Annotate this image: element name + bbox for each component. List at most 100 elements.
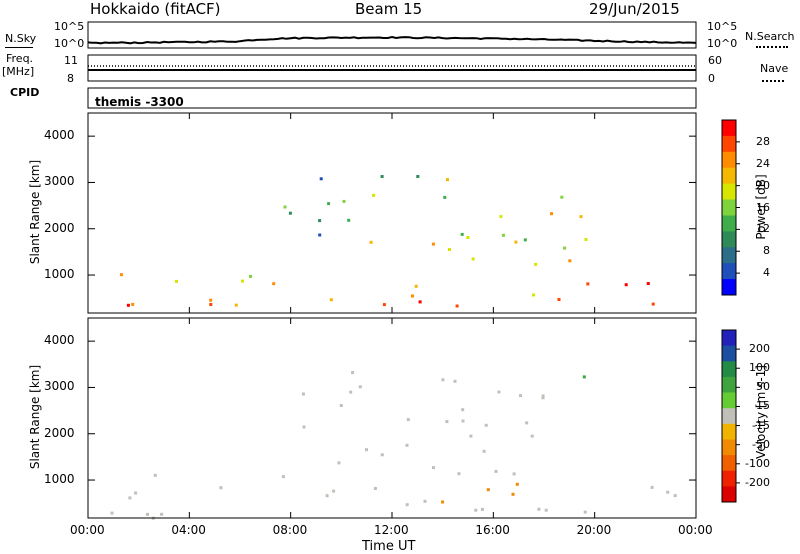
freq-tick-top: 11 xyxy=(64,54,78,67)
y-tick-label: 2000 xyxy=(44,425,75,440)
heatmap-cell xyxy=(414,284,418,288)
colorbar-tick-label: 4 xyxy=(763,266,770,280)
nsky-left-bottom: 10^0 xyxy=(54,37,85,50)
nsky-series-line xyxy=(87,35,697,45)
colorbar-frame xyxy=(721,329,737,503)
nsky-underline xyxy=(5,47,33,48)
heatmap-cell xyxy=(369,240,373,244)
nsky-left-top: 10^5 xyxy=(54,20,85,33)
nsearch-label: N.Search xyxy=(745,30,795,43)
colorbar-swatch xyxy=(722,376,736,393)
velocity-panel-frame xyxy=(87,317,697,519)
y-tick-label: 1000 xyxy=(44,472,75,487)
power-heatmap xyxy=(119,175,655,308)
heatmap-cell xyxy=(332,489,336,493)
heatmap-cell xyxy=(457,472,461,476)
heatmap-cell xyxy=(550,212,553,216)
y-tick-label: 4000 xyxy=(44,333,75,348)
heatmap-cell xyxy=(327,202,331,206)
nsky-label: N.Sky xyxy=(5,32,37,45)
heatmap-cell xyxy=(160,512,164,516)
heatmap-cell xyxy=(146,512,149,516)
colorbar-swatch xyxy=(722,167,736,185)
heatmap-cell xyxy=(209,298,213,302)
heatmap-cell xyxy=(511,492,515,496)
colorbar-tick-label: -50 xyxy=(752,437,770,451)
heatmap-cell xyxy=(480,507,484,511)
heatmap-cell xyxy=(455,304,459,308)
heatmap-cell xyxy=(557,298,561,301)
heatmap-cell xyxy=(110,511,114,515)
y-tick-label: 3000 xyxy=(44,174,75,189)
velocity-ylabel: Slant Range [km] xyxy=(28,364,42,470)
y-tick-label: 2000 xyxy=(44,220,75,235)
heatmap-cell xyxy=(541,396,545,400)
heatmap-cell xyxy=(586,282,590,286)
heatmap-cell xyxy=(318,233,322,237)
heatmap-cell xyxy=(519,394,522,398)
heatmap-cell xyxy=(534,262,538,266)
heatmap-cell xyxy=(418,300,422,304)
velocity-axes xyxy=(87,318,697,518)
colorbar-tick-label: 24 xyxy=(756,156,770,170)
colorbar-swatch xyxy=(722,361,736,378)
colorbar-swatch xyxy=(722,215,736,232)
freq-tick-bottom: 8 xyxy=(67,72,74,85)
colorbar-tick-label: 20 xyxy=(756,178,770,192)
heatmap-cell xyxy=(469,434,473,438)
colorbar-tick-label: 28 xyxy=(756,134,770,148)
heatmap-cell xyxy=(544,508,548,512)
heatmap-cell xyxy=(673,494,677,498)
heatmap-cell xyxy=(484,423,488,427)
heatmap-cell xyxy=(342,199,346,203)
heatmap-cell xyxy=(441,500,445,504)
heatmap-cell xyxy=(501,233,505,237)
heatmap-cell xyxy=(471,257,475,261)
colorbar-tick-label: 8 xyxy=(763,244,770,258)
heatmap-cell xyxy=(329,298,333,302)
heatmap-cell xyxy=(347,218,351,222)
heatmap-cell xyxy=(646,282,650,285)
heatmap-cell xyxy=(666,490,670,494)
colorbar-swatch xyxy=(722,455,736,472)
heatmap-cell xyxy=(411,294,414,298)
heatmap-cell xyxy=(486,488,490,492)
heatmap-cell xyxy=(523,238,527,242)
heatmap-cell xyxy=(241,279,244,283)
colorbar-swatch xyxy=(722,135,736,153)
colorbar-tick-label: 12 xyxy=(756,222,770,236)
heatmap-cell xyxy=(302,425,306,429)
colorbar-tick-label: -15 xyxy=(752,418,770,432)
nave-dotted-key xyxy=(762,80,784,82)
nsky-right-bottom: 10^0 xyxy=(707,37,738,50)
colorbar-swatch xyxy=(722,330,736,347)
heatmap-cell xyxy=(582,375,586,379)
heatmap-cell xyxy=(301,392,305,396)
colorbar-swatch xyxy=(722,120,736,137)
power-panel-frame xyxy=(87,112,697,314)
heatmap-cell xyxy=(584,238,588,241)
heatmap-cell xyxy=(499,215,503,219)
colorbar-tick-label: 50 xyxy=(756,380,770,394)
nave-tick-bottom: 0 xyxy=(708,72,715,85)
heatmap-cell xyxy=(234,303,238,307)
heatmap-cell xyxy=(583,510,587,514)
x-tick-label: 04:00 xyxy=(171,523,206,537)
heatmap-cell xyxy=(281,475,285,479)
x-tick-label: 08:00 xyxy=(272,523,308,537)
heatmap-cell xyxy=(441,378,445,382)
heatmap-cell xyxy=(126,303,130,307)
heatmap-cell xyxy=(497,390,501,394)
nsearch-dotted-key xyxy=(756,46,788,48)
heatmap-cell xyxy=(373,487,377,490)
heatmap-cell xyxy=(365,448,368,452)
heatmap-cell xyxy=(283,205,287,209)
heatmap-cell xyxy=(579,215,583,219)
heatmap-cell xyxy=(537,507,541,511)
heatmap-cell xyxy=(446,178,449,182)
freq-unit: [MHz] xyxy=(2,65,35,78)
colorbar-swatch xyxy=(722,486,736,503)
colorbar-tick-label: 200 xyxy=(749,342,770,356)
x-tick-label: 00:00 xyxy=(678,523,713,537)
